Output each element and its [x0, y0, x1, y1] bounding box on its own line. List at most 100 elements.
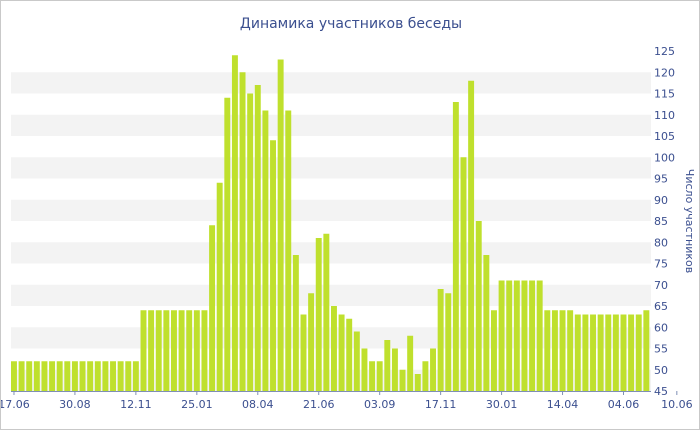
bar	[407, 335, 414, 391]
bar	[163, 310, 170, 391]
bar	[117, 361, 124, 391]
bar	[224, 97, 231, 391]
bar	[247, 93, 254, 391]
bar	[536, 280, 543, 391]
x-tick-label: 08.04	[242, 398, 274, 411]
x-tick-label: 03.09	[364, 398, 396, 411]
bar	[590, 314, 596, 391]
x-tick-label: 30.08	[59, 398, 91, 411]
y-tick-label: 120	[654, 66, 675, 79]
bar	[506, 280, 513, 391]
grid-band	[11, 199, 651, 221]
chart-title: Динамика участников беседы	[240, 16, 462, 32]
bar	[140, 310, 147, 391]
bar	[171, 310, 177, 391]
bar	[87, 361, 94, 391]
bar	[582, 314, 589, 391]
x-tick-label: 04.06	[608, 398, 640, 411]
y-tick-label: 50	[654, 364, 668, 377]
bar	[178, 310, 185, 391]
bar	[41, 361, 48, 391]
bar	[414, 374, 421, 391]
bar	[384, 340, 391, 391]
grid-band	[11, 72, 651, 94]
bar	[231, 55, 238, 391]
y-tick-label: 125	[654, 45, 675, 58]
bar	[277, 59, 284, 391]
bar	[422, 361, 429, 391]
bar	[513, 280, 520, 391]
bar	[26, 361, 33, 391]
bar	[369, 361, 376, 391]
bar	[18, 361, 25, 391]
y-axis-label: Число участников	[683, 169, 696, 273]
x-tick-label: 17.11	[425, 398, 457, 411]
bar	[331, 306, 337, 391]
bar	[262, 110, 269, 391]
bar	[308, 293, 315, 391]
bar	[376, 361, 383, 391]
x-tick-label: 21.06	[303, 398, 335, 411]
bar	[300, 314, 307, 391]
y-tick-label: 75	[654, 258, 668, 271]
bar	[239, 72, 246, 391]
y-tick-label: 70	[654, 279, 668, 292]
bar	[559, 310, 566, 391]
bar	[292, 255, 299, 391]
bar	[79, 361, 86, 391]
bar	[102, 361, 109, 391]
bar	[605, 314, 612, 391]
bar	[346, 318, 353, 391]
bar	[551, 310, 558, 391]
x-tick-label: 25.01	[181, 398, 213, 411]
bar	[315, 238, 322, 391]
bar	[94, 361, 101, 391]
grid-band	[11, 284, 651, 306]
bar	[483, 255, 490, 391]
bar	[529, 280, 536, 391]
y-tick-label: 45	[654, 385, 668, 398]
bar	[612, 314, 619, 391]
bar	[148, 310, 155, 391]
bar	[460, 157, 467, 391]
bar	[521, 280, 528, 391]
y-tick-label: 100	[654, 151, 675, 164]
bar	[125, 361, 132, 391]
bar	[391, 348, 398, 391]
bar	[437, 289, 444, 391]
bar	[33, 361, 40, 391]
bar	[628, 314, 635, 391]
bar	[216, 182, 223, 391]
y-tick-label: 60	[654, 321, 668, 334]
x-tick-label: 12.11	[120, 398, 152, 411]
bar	[323, 233, 330, 391]
bar	[11, 361, 17, 391]
y-tick-label: 105	[654, 130, 675, 143]
y-tick-label: 90	[654, 194, 668, 207]
bars	[11, 55, 650, 391]
x-tick-label: 10.06	[661, 398, 693, 411]
bar	[209, 225, 216, 391]
bar	[544, 310, 551, 391]
bar	[399, 369, 406, 391]
bar	[338, 314, 345, 391]
bar	[285, 110, 292, 391]
x-tick-labels: 17.06 30.08 12.11 25.01 08.04 21.06 03.09 17.11…	[1, 391, 693, 411]
grid-band	[11, 242, 651, 264]
bar	[491, 310, 497, 391]
bar	[186, 310, 193, 391]
bar	[445, 293, 452, 391]
bar	[643, 310, 650, 391]
x-tick-label: 14.04	[547, 398, 579, 411]
bar	[475, 221, 482, 391]
bar	[254, 85, 261, 391]
y-tick-label: 95	[654, 173, 668, 186]
y-tick-label: 55	[654, 343, 668, 356]
x-tick-label: 17.06	[1, 398, 30, 411]
bar	[620, 314, 627, 391]
bar	[56, 361, 63, 391]
bar	[64, 361, 71, 391]
bar	[452, 102, 459, 391]
